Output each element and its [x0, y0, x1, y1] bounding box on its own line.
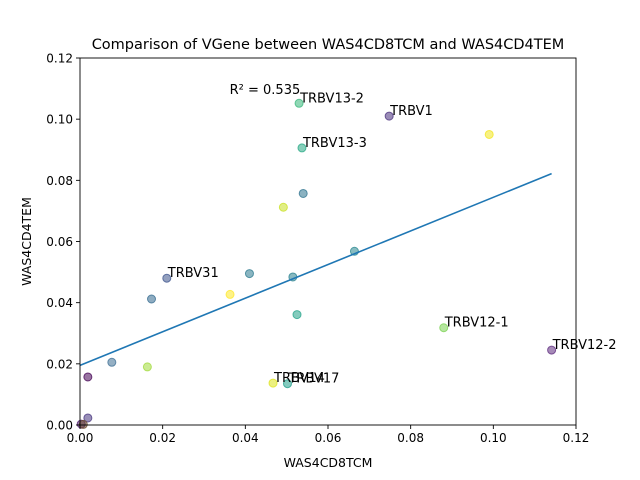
plot-frame [79, 57, 577, 426]
scatter-point [278, 202, 288, 212]
scatter-point [292, 310, 302, 320]
scatter-point [547, 345, 557, 355]
x-tick-label: 0.06 [315, 431, 342, 445]
regression-line [79, 172, 552, 367]
y-tick-label: 0.08 [46, 174, 73, 188]
scatter-point [282, 379, 292, 389]
plot-area: TRBV13-2 TRBV1 TRBV13-3 TRBV31 TRBV12-1 TRBV1… [76, 83, 617, 429]
scatter-point [83, 413, 93, 423]
scatter-point [268, 378, 278, 388]
x-tick-label: 0.02 [149, 431, 176, 445]
scatter-point [384, 111, 394, 121]
x-axis: 0.00 0.02 0.04 0.06 0.08 0.10 0.12 [67, 425, 590, 445]
r-squared-annotation: R² = 0.535 [230, 83, 301, 98]
point-label: TRBV31 [167, 266, 219, 281]
chart-title: Comparison of VGene between WAS4CD8TCM a… [92, 37, 565, 53]
scatter-point [439, 323, 449, 333]
y-tick-label: 0.12 [46, 52, 73, 66]
y-axis: 0.00 0.02 0.04 0.06 0.08 0.10 0.12 [46, 52, 80, 433]
scatter-point [83, 372, 93, 382]
scatter-point [484, 129, 494, 139]
y-axis-label: WAS4CD4TEM [19, 197, 34, 286]
x-axis-label: WAS4CD8TCM [284, 455, 373, 470]
point-label: TRBV13-3 [302, 136, 367, 151]
point-label: TRBV12-1 [444, 316, 509, 331]
y-tick-label: 0.10 [46, 113, 73, 127]
scatter-point [107, 357, 117, 367]
scatter-point [244, 269, 254, 279]
scatter-point [294, 98, 304, 108]
scatter-point [297, 143, 307, 153]
scatter-point [162, 273, 172, 283]
y-tick-label: 0.04 [46, 296, 73, 310]
scatter-point [298, 188, 308, 198]
point-label: TRBV14 [273, 371, 325, 386]
x-tick-label: 0.04 [232, 431, 259, 445]
x-tick-label: 0.10 [480, 431, 507, 445]
point-label: TRBV12-2 [552, 338, 617, 353]
y-tick-label: 0.02 [46, 357, 73, 371]
y-tick-label: 0.06 [46, 235, 73, 249]
x-tick-label: 0.00 [67, 431, 94, 445]
scatter-point [225, 289, 235, 299]
x-tick-label: 0.08 [397, 431, 424, 445]
scatter-point [142, 362, 152, 372]
scatter-point [78, 419, 88, 429]
x-tick-label: 0.12 [563, 431, 590, 445]
y-tick-label: 0.00 [46, 419, 73, 433]
point-label: TRBV1 [389, 104, 433, 119]
scatter-point [147, 294, 157, 304]
point-label: TRBV17 [287, 372, 339, 387]
point-label: TRBV13-2 [299, 91, 364, 106]
